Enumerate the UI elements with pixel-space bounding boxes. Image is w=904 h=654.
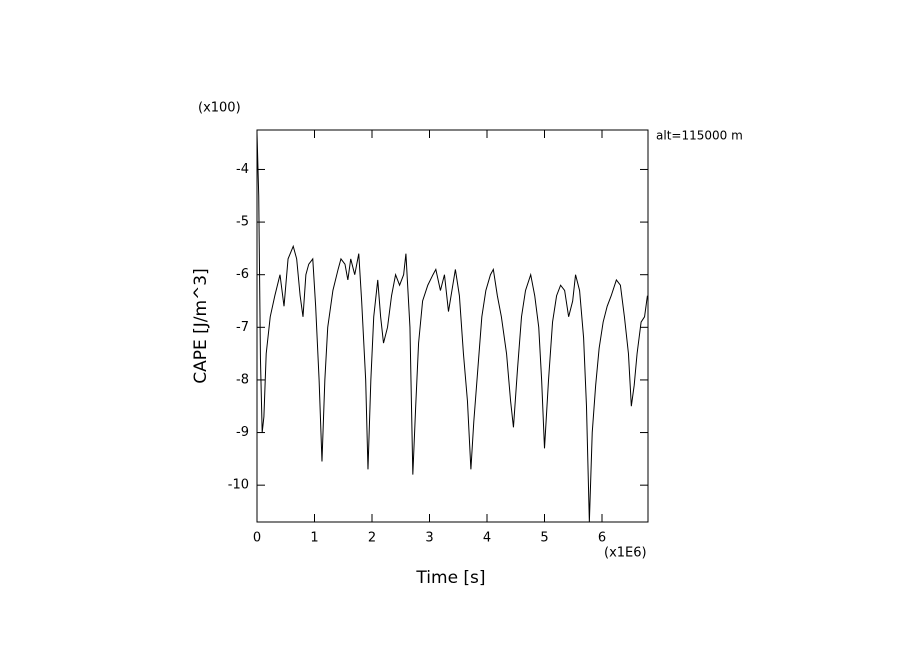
y-tick-label: -6: [236, 267, 249, 282]
x-tick-label: 1: [310, 531, 318, 546]
y-tick-label: -4: [236, 162, 249, 177]
y-multiplier: (x100): [198, 101, 241, 116]
y-tick-label: -5: [236, 215, 249, 230]
annotation: alt=115000 m: [656, 129, 743, 143]
x-multiplier: (x1E6): [604, 546, 647, 561]
x-tick-label: 4: [483, 531, 491, 546]
y-tick-label: -7: [236, 320, 249, 335]
y-axis-label: CAPE [J/m^3]: [191, 268, 211, 384]
y-tick-label: -10: [228, 478, 249, 493]
data-line: [256, 132, 648, 523]
x-axis-label: Time [s]: [415, 568, 485, 588]
plot-frame: [256, 129, 649, 523]
x-tick-label: 5: [540, 531, 548, 546]
x-tick-label: 6: [598, 531, 606, 546]
x-tick-label: 3: [425, 531, 433, 546]
y-tick-label: -9: [236, 425, 249, 440]
y-tick-label: -8: [236, 372, 249, 387]
x-tick-label: 2: [368, 531, 376, 546]
x-tick-label: 0: [253, 531, 261, 546]
